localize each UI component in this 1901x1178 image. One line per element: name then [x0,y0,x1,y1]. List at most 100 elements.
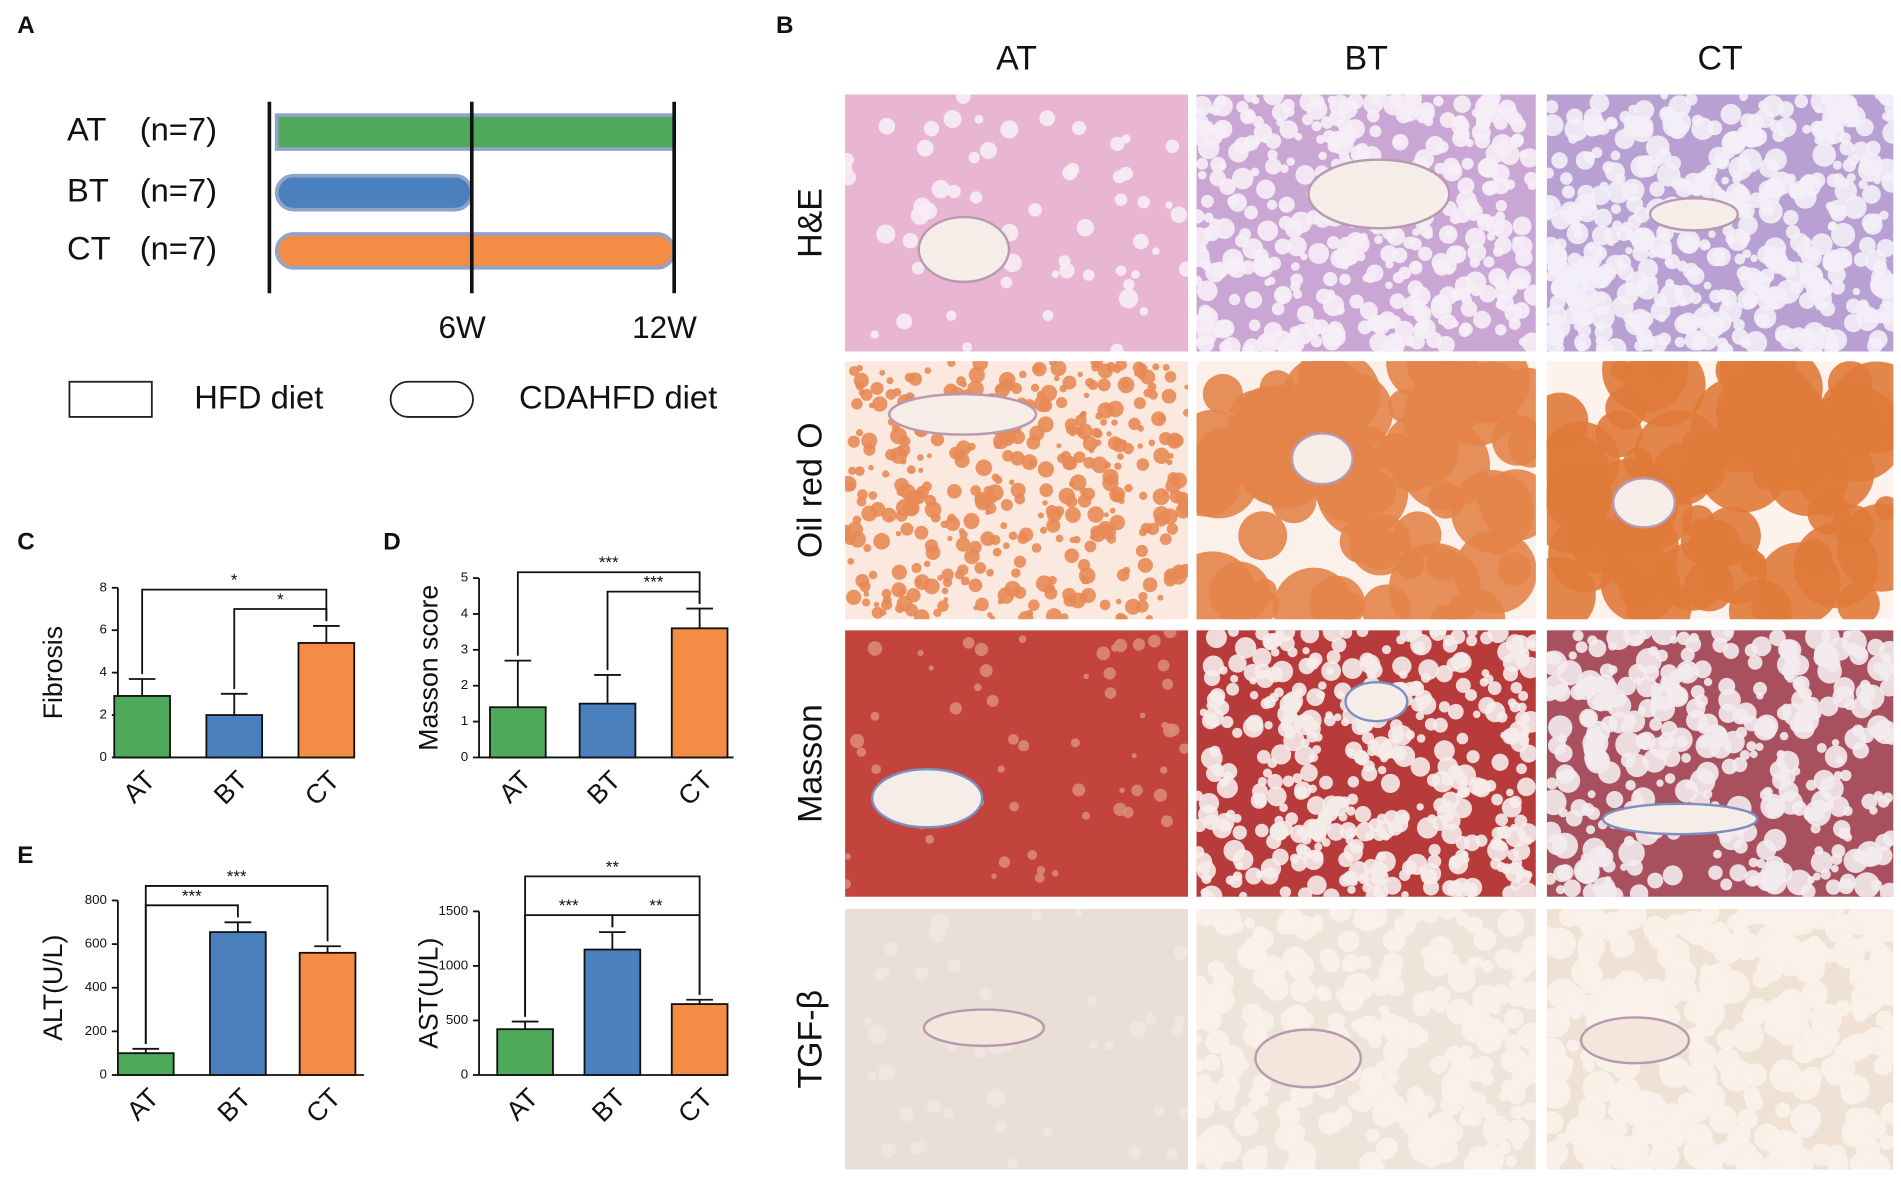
micrograph-cell [968,540,982,554]
micrograph-cell [1881,908,1894,922]
micrograph-cell [870,381,884,395]
micrograph-cell [1612,220,1623,231]
micrograph-cell [1604,338,1627,352]
micrograph-cell [876,224,896,244]
micrograph-cell [1547,736,1567,755]
micrograph-cell [870,711,880,721]
micrograph-cell [1369,125,1382,138]
micrograph-cell [1165,139,1180,154]
micrograph-cell [1385,281,1393,290]
micrograph-cell [1569,1006,1582,1020]
micrograph-cell [1461,157,1474,170]
micrograph-cell [1240,436,1309,505]
micrograph-cell [1344,827,1356,839]
micrograph-cell [1104,1041,1114,1051]
micrograph-cell [1347,793,1359,805]
micrograph-cell [1009,801,1020,812]
micrograph-cell [1693,911,1713,931]
micrograph-cell [1471,108,1481,118]
micrograph-cell [1776,757,1784,766]
vessel [917,215,1011,284]
micrograph-cell [1436,140,1449,154]
micrograph-cell [908,372,922,386]
micrograph-cell [1273,286,1293,305]
micrograph-cell [1739,750,1750,761]
micrograph-cell [1575,641,1588,654]
micrograph-cell [1325,711,1333,719]
micrograph-cell [1013,555,1027,568]
micrograph-cell [1000,498,1013,511]
micrograph-cell [1196,1080,1221,1105]
micrograph-cell [1148,439,1156,447]
micrograph-cell [1831,844,1846,859]
micrograph-cell [1286,157,1295,166]
micrograph-cell [1211,122,1228,139]
micrograph-cell [1248,1086,1265,1103]
micrograph-cell [1148,390,1159,400]
micrograph-cell [1555,764,1576,784]
micrograph-cell [926,1099,942,1114]
micrograph-cell [1734,253,1746,265]
micrograph-cell [1422,879,1440,896]
micrograph-cell [1274,1125,1301,1151]
bar [670,1003,729,1076]
micrograph-cell [1873,1056,1893,1076]
micrograph-cell [1434,740,1455,762]
micrograph-cell [1664,949,1678,963]
micrograph-cell [1758,199,1783,224]
x-tick-label: CT [672,1082,718,1128]
micrograph-cell [1292,773,1303,784]
micrograph-cell [1267,149,1278,160]
micrograph-cell [1151,411,1167,427]
micrograph-cell [972,361,988,372]
micrograph-cell [1237,940,1267,971]
micrograph-cell [860,388,873,401]
micrograph-cell [1819,301,1836,317]
micrograph-cell [1228,654,1247,673]
micrograph-cell [1382,929,1406,952]
micrograph-cell [1593,847,1614,867]
micrograph-cell [863,544,872,553]
micrograph-cell [1437,756,1459,778]
micrograph-cell [1270,744,1292,765]
vessel [1648,197,1739,232]
y-tick-label: 0 [461,749,468,764]
micrograph-cell [1504,304,1523,322]
micrograph-cell [1165,201,1173,209]
micrograph-cell [1219,341,1232,352]
micrograph-cell [911,261,925,275]
micrograph-cell [1649,181,1665,197]
panel-label: A [17,12,35,39]
micrograph-cell [1329,109,1346,127]
micrograph-cell [1311,120,1322,132]
micrograph-cell [949,702,962,715]
micrograph-cell [1575,341,1587,352]
micrograph-cell [1546,195,1562,219]
micrograph-cell [1595,336,1605,346]
micrograph-cell [1383,1016,1412,1045]
significance-label: ** [649,896,663,915]
micrograph-cell [1633,982,1664,1012]
micrograph-cell [1243,663,1262,682]
micrograph-cell [885,389,897,400]
micrograph-cell [1112,489,1119,496]
micrograph-cell [1561,185,1575,199]
micrograph-cell [1837,582,1880,620]
row-label: TGF-β [791,990,829,1089]
micrograph-cell [1493,115,1508,131]
micrograph-cell [1716,337,1729,350]
micrograph-cell [1292,915,1318,941]
micrograph-cell [1853,252,1869,267]
micrograph-cell [1502,106,1519,123]
micrograph-cell [1588,911,1611,933]
micrograph-cell [1787,908,1811,924]
micrograph-cell [1074,909,1083,918]
micrograph-cell [1051,270,1060,278]
micrograph-cell [973,683,982,692]
micrograph-cell [1763,828,1787,852]
significance-label: ** [606,857,620,876]
micrograph-cell [1275,630,1285,638]
micrograph-cell [873,532,890,550]
micrograph-cell [1042,1127,1054,1138]
micrograph-cell [1366,661,1383,679]
